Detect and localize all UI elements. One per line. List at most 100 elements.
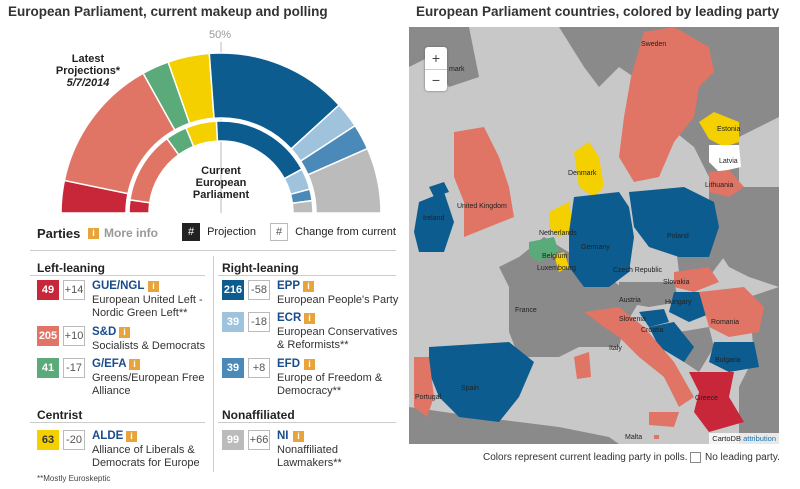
sweden <box>619 27 714 182</box>
footnote: **Mostly Euroskeptic <box>37 474 111 483</box>
turkey-area <box>739 287 779 444</box>
latest-projections-label: Latest Projections* 5/7/2014 <box>48 53 128 89</box>
northern-ireland <box>429 182 449 197</box>
map-canvas <box>409 27 779 444</box>
attribution-link[interactable]: attribution <box>743 434 776 443</box>
croatia <box>649 322 694 362</box>
label-estonia: Estonia <box>717 126 741 133</box>
label-uk: United Kingdom <box>457 203 507 210</box>
no-leader-legend: No leading party. <box>690 452 780 463</box>
greece <box>689 372 744 432</box>
party-code: GUE/NGL <box>92 280 145 292</box>
label-mark: mark <box>449 66 465 73</box>
map-title: European Parliament countries, colored b… <box>416 4 780 19</box>
germany <box>569 192 634 287</box>
label-malta: Malta <box>625 434 643 441</box>
projection-seats: 205 <box>37 326 59 346</box>
change-value: +66 <box>248 430 270 450</box>
party-code: EFD <box>277 358 300 370</box>
party-name: Europe of Freedom & Democracy** <box>277 372 383 397</box>
current-ring <box>128 120 314 214</box>
info-icon[interactable]: i <box>293 431 304 442</box>
party-code: EPP <box>277 280 301 292</box>
info-icon[interactable]: i <box>148 281 159 292</box>
latvia <box>709 145 741 172</box>
europe-map[interactable]: + − mark Sweden Estonia Latvia Lithuania… <box>409 27 779 444</box>
change-value: -58 <box>248 280 270 300</box>
attribution-prefix: CartoDB <box>712 434 741 443</box>
change-value: -17 <box>63 358 85 378</box>
label-slovenia: Slovenia <box>619 316 646 323</box>
label-czech: Czech Republic <box>613 267 663 274</box>
label-sweden: Sweden <box>641 41 667 48</box>
party-name: Nonaffiliated Lawmakers** <box>277 444 342 469</box>
projection-seats: 99 <box>222 430 244 450</box>
projection-seats: 49 <box>37 280 59 300</box>
current-parliament-label: Current European Parliament <box>192 165 250 201</box>
sicily <box>649 412 679 427</box>
party-name: European People's Party <box>277 294 399 306</box>
info-icon[interactable]: i <box>126 431 137 442</box>
label-poland: Poland <box>667 233 689 240</box>
slovenia <box>639 309 669 327</box>
change-value: +8 <box>248 358 270 378</box>
label-belgium: Belgium <box>542 253 568 260</box>
portugal <box>414 357 434 417</box>
more-info-link[interactable]: More info <box>104 226 158 240</box>
lithuania <box>709 170 744 197</box>
info-icon[interactable]: i <box>304 359 315 370</box>
divider <box>30 422 205 423</box>
label-croatia: Croatia <box>641 327 664 334</box>
divider <box>218 275 396 276</box>
party-name: European United Left - Nordic Green Left… <box>92 294 203 319</box>
divider <box>30 275 205 276</box>
ireland <box>414 192 454 252</box>
zoom-out-button[interactable]: − <box>431 72 441 88</box>
projection-segment-ni <box>306 147 382 214</box>
projection-legend-label: Projection <box>207 225 256 238</box>
label-spain: Spain <box>461 385 479 392</box>
party-code: ECR <box>277 312 302 324</box>
parties-heading: Parties <box>37 226 81 241</box>
sardinia <box>574 352 591 379</box>
divider <box>30 250 396 251</box>
fifty-percent-label: 50% <box>209 29 232 41</box>
label-netherlands: Netherlands <box>539 230 577 237</box>
column-divider <box>213 256 214 472</box>
denmark <box>574 142 604 197</box>
party-code: S&D <box>92 326 117 338</box>
map-attribution: CartoDB attribution <box>709 433 779 444</box>
poland <box>629 187 719 257</box>
luxembourg <box>554 252 569 272</box>
zoom-in-button[interactable]: + <box>425 47 447 70</box>
projection-seats: 39 <box>222 312 244 332</box>
no-leader-label: No leading party. <box>705 452 780 464</box>
label-ireland: Ireland <box>423 215 445 222</box>
info-icon[interactable]: i <box>303 281 314 292</box>
bulgaria <box>709 342 759 372</box>
info-icon[interactable]: i <box>304 313 315 324</box>
party-code: NI <box>277 430 289 442</box>
slovakia <box>674 267 719 292</box>
info-icon[interactable]: i <box>129 359 140 370</box>
label-slovakia: Slovakia <box>663 279 690 286</box>
change-value: +14 <box>63 280 85 300</box>
projection-seats: 39 <box>222 358 244 378</box>
current-segment-ni <box>291 199 314 214</box>
belgium <box>529 237 559 262</box>
label-portugal: Portugal <box>415 394 442 401</box>
projection-legend: # Projection <box>182 223 256 241</box>
zoom-control: + − <box>425 47 447 91</box>
label-bulgaria: Bulgaria <box>715 357 741 364</box>
change-value: +10 <box>63 326 85 346</box>
projection-ring <box>60 52 382 214</box>
label-denmark: Denmark <box>568 170 597 177</box>
party-name: Socialists & Democrats <box>92 340 206 352</box>
party-code: ALDE <box>92 430 124 442</box>
info-icon[interactable]: i <box>119 327 130 338</box>
spain <box>429 342 534 422</box>
info-icon[interactable]: i <box>88 228 99 239</box>
divider <box>218 422 396 423</box>
malta <box>654 435 659 439</box>
party-code: G/EFA <box>92 358 127 370</box>
